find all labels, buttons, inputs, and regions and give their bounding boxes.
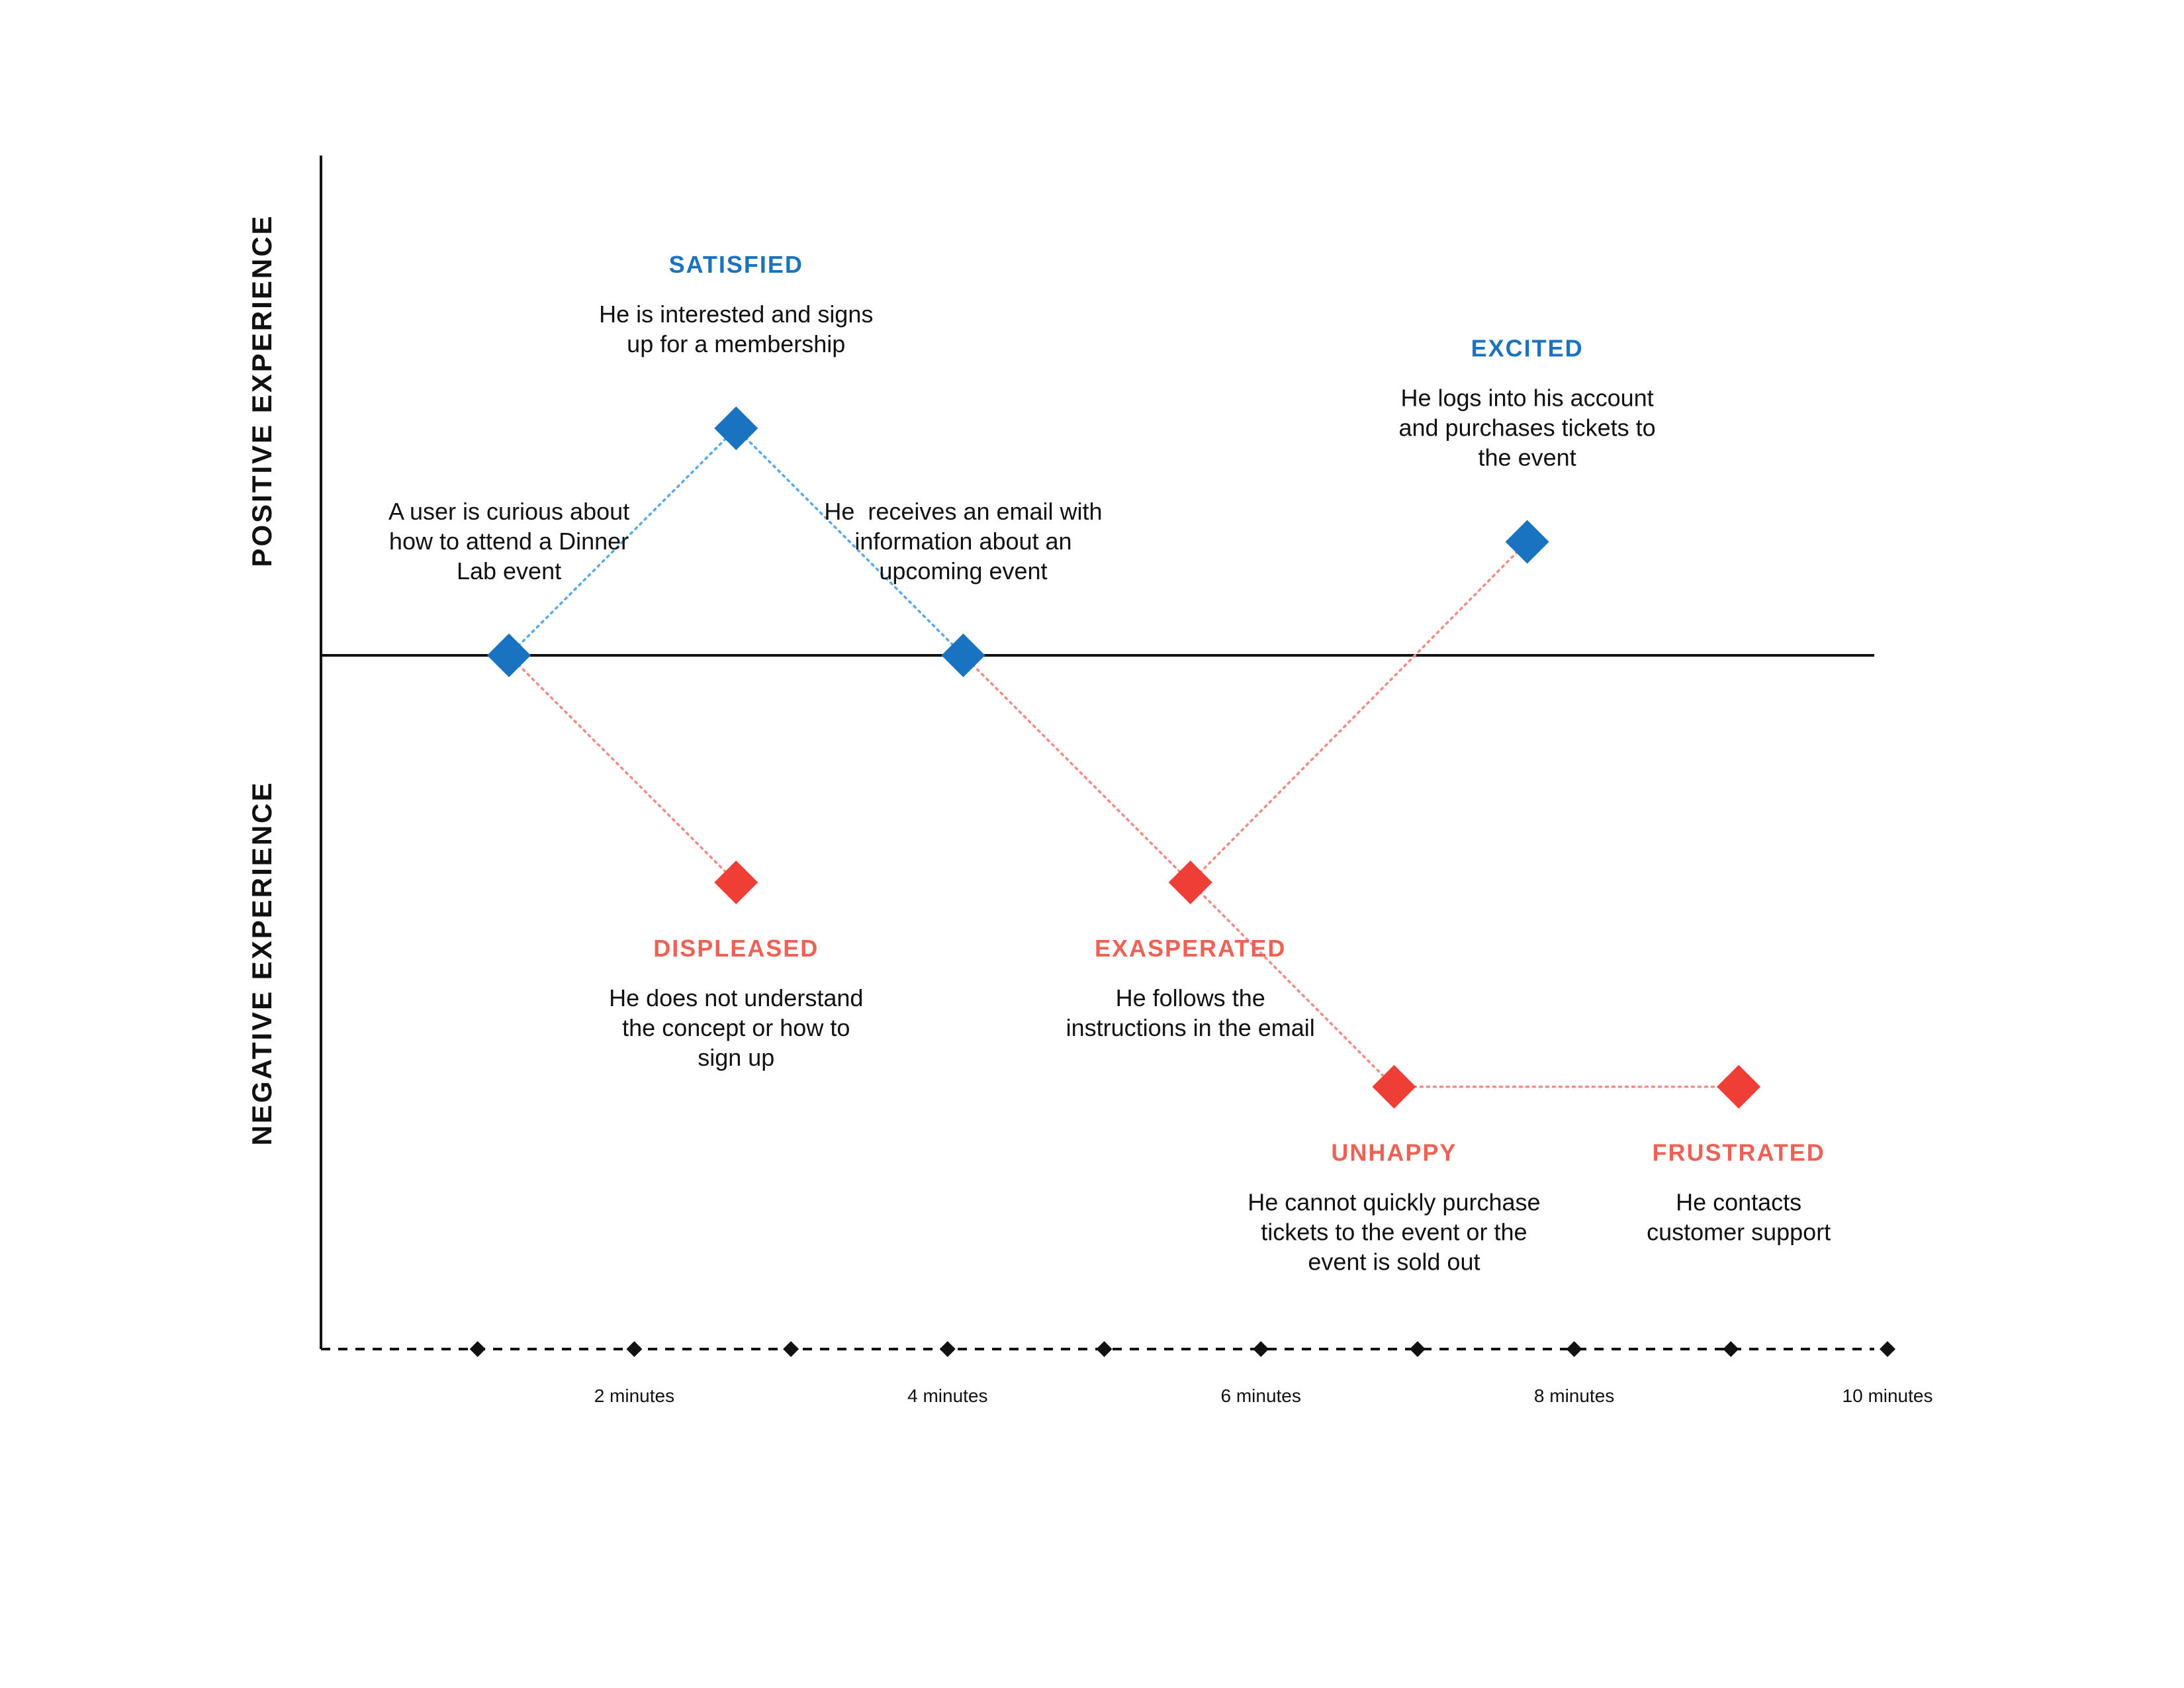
- diamond-start: [487, 633, 531, 677]
- journey-points: [487, 406, 1761, 1109]
- timeline-tick-label: 4 minutes: [907, 1385, 987, 1406]
- description-displeased: He does not understand: [609, 984, 863, 1011]
- diamond-unhappy: [1372, 1064, 1416, 1109]
- timeline-tick-label: 2 minutes: [594, 1385, 674, 1406]
- link-start-to-displeased: [508, 654, 738, 884]
- mood-label-satisfied: SATISFIED: [669, 251, 803, 278]
- timeline-tick-marker: [1723, 1341, 1739, 1357]
- link-exasperated-to-unhappy: [1189, 881, 1396, 1088]
- description-exasperated: instructions in the email: [1066, 1014, 1315, 1041]
- timeline-tick-marker: [1253, 1341, 1269, 1357]
- timeline-ticks: 2 minutes 4 minutes 6 minutes 8 minutes 10 m…: [469, 1341, 1933, 1406]
- diamond-frustrated: [1717, 1064, 1761, 1109]
- link-email-to-exasperated: [962, 654, 1192, 884]
- timeline-tick-marker: [1880, 1341, 1895, 1357]
- timeline-tick-marker: [939, 1341, 956, 1357]
- diamond-exasperated: [1168, 861, 1212, 904]
- diamond-excited: [1505, 520, 1549, 564]
- journey-annotations: A user is curious about how to attend a D…: [388, 251, 1831, 1276]
- description-excited: He logs into his account: [1400, 385, 1653, 412]
- mood-label-unhappy: UNHAPPY: [1331, 1139, 1457, 1166]
- links-layer: [508, 427, 1740, 1088]
- description-start: Lab event: [457, 557, 561, 585]
- mood-label-excited: EXCITED: [1471, 335, 1584, 362]
- mood-label-displeased: DISPLEASED: [653, 935, 819, 962]
- description-email: information about an: [854, 528, 1071, 555]
- timeline-tick-marker: [1566, 1341, 1582, 1357]
- description-start: A user is curious about: [388, 498, 629, 525]
- timeline-tick-marker: [469, 1341, 486, 1357]
- positive-experience-label: POSITIVE EXPERIENCE: [246, 214, 277, 567]
- diamond-email: [941, 633, 985, 677]
- description-displeased: sign up: [698, 1044, 774, 1071]
- description-unhappy: tickets to the event or the: [1261, 1219, 1527, 1246]
- description-email: He receives an email with: [824, 498, 1102, 525]
- description-excited: and purchases tickets to: [1398, 414, 1655, 442]
- timeline-tick-marker: [626, 1341, 643, 1357]
- link-start-to-satisfied: [508, 427, 738, 657]
- description-excited: the event: [1479, 444, 1576, 471]
- description-frustrated: customer support: [1647, 1219, 1831, 1246]
- description-unhappy: He cannot quickly purchase: [1248, 1189, 1540, 1216]
- mood-label-exasperated: EXASPERATED: [1095, 935, 1286, 962]
- link-exasperated-to-excited: [1189, 540, 1529, 884]
- link-satisfied-to-email: [735, 427, 965, 657]
- description-start: how to attend a Dinner: [389, 528, 629, 555]
- timeline-tick-marker: [783, 1341, 799, 1357]
- description-exasperated: He follows the: [1116, 984, 1265, 1011]
- description-satisfied: up for a membership: [627, 330, 845, 357]
- description-displeased: the concept or how to: [622, 1014, 850, 1041]
- timeline-tick-label: 8 minutes: [1534, 1385, 1614, 1406]
- timeline-tick-marker: [1409, 1341, 1426, 1357]
- description-email: upcoming event: [879, 557, 1047, 585]
- diamond-displeased: [714, 861, 758, 904]
- mood-label-frustrated: FRUSTRATED: [1652, 1139, 1825, 1166]
- diamond-satisfied: [714, 406, 758, 450]
- timeline-tick-marker: [1096, 1341, 1113, 1357]
- timeline-tick-label: 10 minutes: [1843, 1385, 1933, 1406]
- description-satisfied: He is interested and signs: [599, 301, 873, 328]
- negative-experience-label: NEGATIVE EXPERIENCE: [246, 781, 277, 1146]
- description-frustrated: He contacts: [1676, 1189, 1801, 1216]
- description-unhappy: event is sold out: [1308, 1248, 1480, 1276]
- timeline-tick-label: 6 minutes: [1220, 1385, 1300, 1406]
- axes-layer: [320, 156, 1874, 1350]
